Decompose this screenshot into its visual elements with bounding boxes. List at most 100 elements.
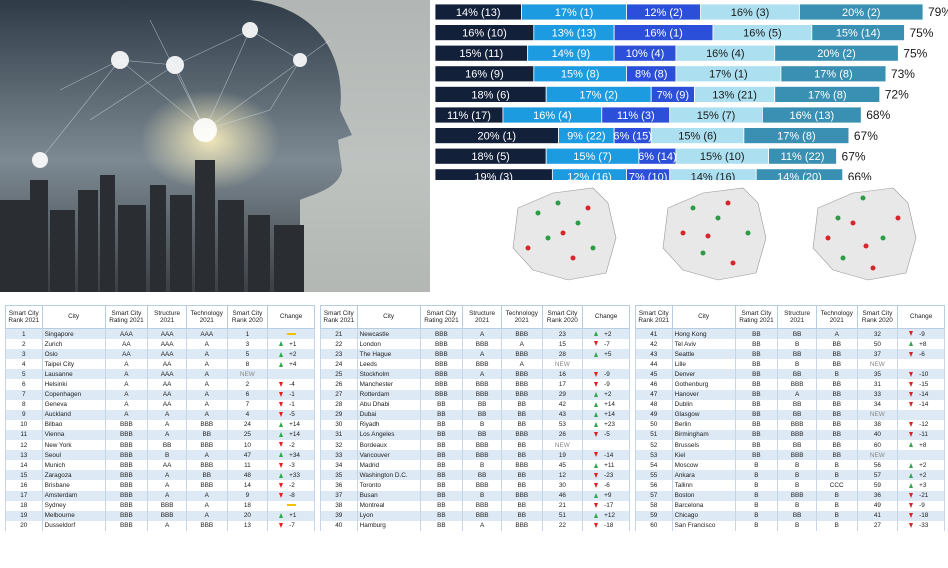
table-cell: 36 [320,480,358,491]
segment-label: 9% (22) [567,131,606,143]
change-cell [897,409,945,420]
change-cell: -9 [897,328,945,340]
table-row: 47 Hanover BB A BB 33 -14 [635,389,945,400]
table-cell: 46 [541,490,584,501]
table-row: 60 San Francisco B B B 27 -33 [635,520,945,531]
table-row: 24 Leeds BBB BBB A NEW [320,359,630,370]
change-arrow [279,412,284,418]
change-arrow [279,341,284,347]
table-cell: B [462,490,502,501]
table-cell: 26 [541,429,584,441]
city-name: Toronto [356,480,421,491]
change-cell: -3 [267,460,315,471]
segment-label: 12% (2) [644,7,683,19]
change-arrow [594,502,599,508]
table-cell: 7 [5,389,43,400]
table-cell: 36 [856,490,899,501]
segment-label: 7% (9) [657,89,689,101]
city-name: Melbourne [41,510,106,521]
table-cell: B [734,470,779,481]
table-cell: 15 [541,339,584,350]
change-value: +8 [919,441,927,449]
table-cell: BBB [462,379,502,390]
change-value: -5 [604,431,610,439]
map [662,187,767,281]
table-cell: A [147,470,187,481]
change-value: -14 [919,391,929,399]
segment-label: 17% (8) [777,131,816,143]
city-name: San Francisco [671,520,736,531]
change-cell: -5 [582,429,630,441]
table-cell: A [147,520,187,531]
change-cell: -7 [582,339,630,350]
city-name: Lausanne [41,369,106,380]
table-cell: 18 [226,500,269,511]
segment-label: 15% (7) [573,151,612,163]
table-cell: 57 [856,470,899,481]
table-cell: BB [734,379,779,390]
table-cell: 51 [635,429,673,441]
table-cell: A [185,359,228,370]
table-cell: A [462,369,502,380]
table-cell: BB [734,349,779,360]
total-label: 68% [866,108,890,122]
change-cell [897,359,945,370]
table-cell: A [185,389,228,400]
ai-illustration [0,0,430,292]
column-header: City [671,305,736,329]
change-arrow [594,381,599,387]
change-arrow [594,472,599,478]
change-cell: +2 [582,328,630,340]
table-cell: BB [734,419,779,430]
table-cell: A [104,369,149,380]
change-value: -18 [919,512,929,520]
change-arrow [594,391,599,397]
table-cell: BB [419,419,464,430]
table-cell: 44 [635,359,673,370]
table-cell: BBB [104,419,149,430]
table-cell: AA [147,379,187,390]
table-cell: 46 [635,379,673,390]
segment-label: 16% (4) [533,110,572,122]
table-cell: 37 [856,349,899,360]
map [812,187,917,281]
change-value: -9 [604,370,610,378]
table-cell: 25 [226,429,269,441]
table-cell: BB [815,419,858,430]
table-cell: BB [500,500,543,511]
city-name: Berlin [671,419,736,430]
table-cell: BBB [147,500,187,511]
table-cell: A [104,409,149,420]
change-value: -1 [289,401,295,409]
column-header: City [41,305,106,329]
column-header: Smart City Rank 2020 [541,305,584,329]
change-value: +14 [289,431,300,439]
table-cell: 20 [5,520,43,531]
segment-label: 16% (13) [789,110,834,122]
table-cell: 14 [5,460,43,471]
table-cell: 57 [635,490,673,501]
change-cell: +2 [897,460,945,471]
change-arrow [279,452,284,458]
change-arrow [594,341,599,347]
change-value: -7 [604,340,610,348]
change-value: -15 [919,381,929,389]
table-cell: A [104,379,149,390]
table-row: 58 Barcelona B B B 49 -9 [635,500,945,511]
table-cell: A [462,520,502,531]
table-cell: BB [815,389,858,400]
change-cell: +5 [582,349,630,360]
column-header: City [356,305,421,329]
table-cell: AAA [104,328,149,340]
table-row: 37 Busan BB B BBB 46 +9 [320,490,630,501]
change-arrow [594,452,599,458]
table-cell: 39 [320,510,358,521]
table-row: 13 Seoul BBB B A 47 +34 [5,450,315,461]
change-value: +14 [604,411,615,419]
table-cell: 9 [226,490,269,501]
city-name: Hanover [671,389,736,400]
segment-label: 17% (1) [555,7,594,19]
table-cell: 52 [635,440,673,451]
table-cell: B [734,520,779,531]
table-row: 56 Tallinn B B CCC 59 +3 [635,480,945,491]
